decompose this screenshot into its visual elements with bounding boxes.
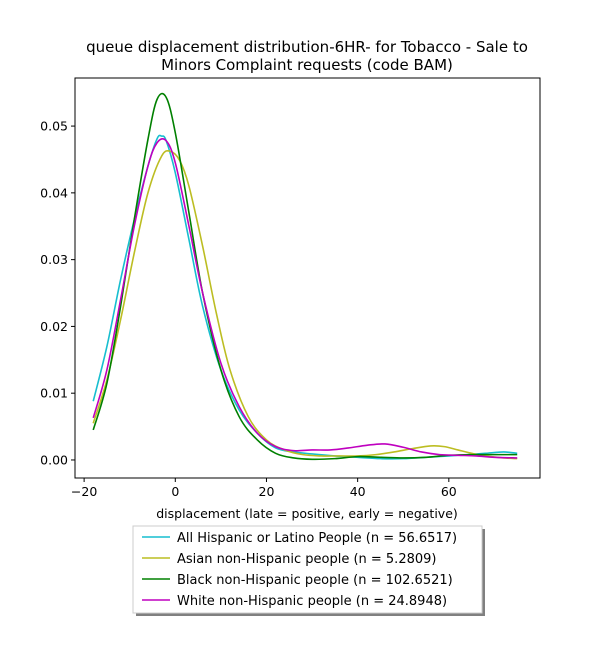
y-tick-label: 0.02: [40, 319, 68, 334]
x-tick-label: 0: [171, 484, 179, 499]
legend-label-4: White non-Hispanic people (n = 24.8948): [177, 594, 447, 609]
legend-frame: [132, 525, 483, 614]
x-axis-ticks: −20 0 20 40 60: [71, 478, 457, 499]
series-line-2: [92, 149, 518, 460]
legend-entries: All Hispanic or Latino People (n = 56.65…: [142, 531, 457, 609]
chart-title-line-1: queue displacement distribution-6HR- for…: [86, 38, 528, 56]
chart-title-line-2: Minors Complaint requests (code BAM): [161, 56, 453, 74]
x-tick-label: −20: [71, 484, 97, 499]
x-tick-label: 60: [441, 484, 457, 499]
plot-area-frame: [74, 77, 541, 479]
x-tick-label: 20: [259, 484, 275, 499]
y-tick-label: 0.04: [40, 185, 68, 200]
y-tick-label: 0.03: [40, 252, 68, 267]
series-layer: [92, 92, 518, 461]
legend-label-3: Black non-Hispanic people (n = 102.6521): [177, 573, 453, 588]
y-tick-label: 0.01: [40, 386, 68, 401]
y-axis-ticks: 0.00 0.01 0.02 0.03 0.04 0.05: [40, 119, 75, 467]
y-tick-label: 0.05: [40, 119, 68, 134]
legend-label-2: Asian non-Hispanic people (n = 5.2809): [177, 552, 436, 567]
series-line-4: [92, 138, 518, 459]
series-line-3: [92, 92, 518, 461]
y-tick-label: 0.00: [40, 452, 68, 467]
x-tick-label: 40: [350, 484, 366, 499]
x-axis-label: displacement (late = positive, early = n…: [156, 506, 458, 521]
legend: All Hispanic or Latino People (n = 56.65…: [132, 525, 485, 616]
legend-label-1: All Hispanic or Latino People (n = 56.65…: [177, 531, 457, 546]
series-line-1: [92, 134, 518, 460]
